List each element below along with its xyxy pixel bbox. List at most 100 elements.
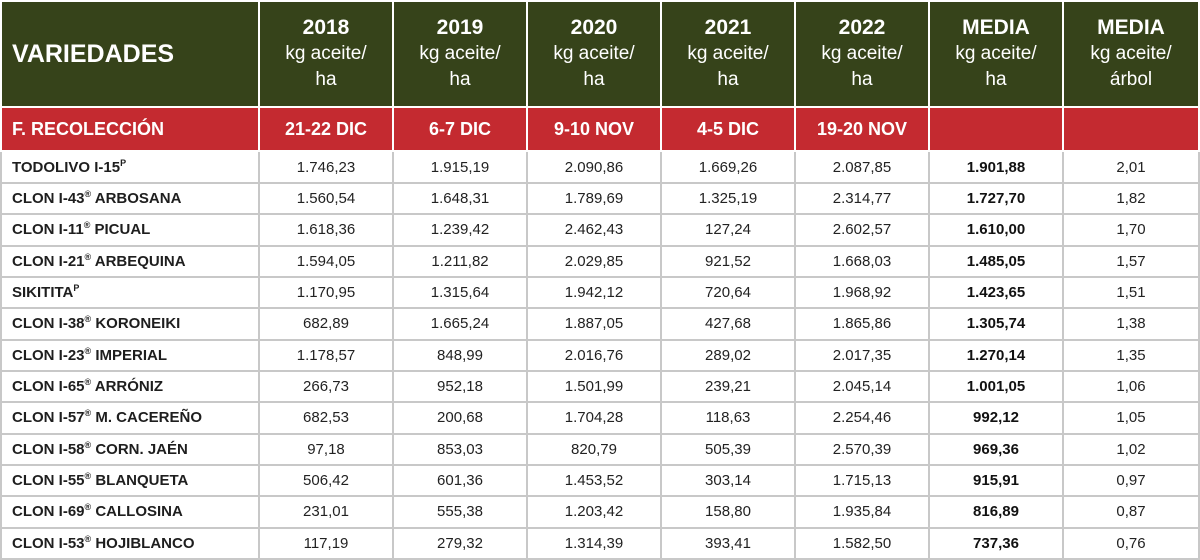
yield-cell: 1.170,95 [258, 275, 394, 310]
yield-cell: 118,63 [660, 401, 796, 435]
harvest-date-row: F. RECOLECCIÓN 21-22 DIC 6-7 DIC 9-10 NO… [0, 105, 1200, 153]
table-row: TODOLIVO I-15P 1.746,23 1.915,19 2.090,86 1.… [0, 150, 1200, 184]
yield-cell: 848,99 [392, 338, 528, 372]
yield-cell: 1.618,36 [258, 213, 394, 247]
registered-mark: ® [84, 533, 92, 544]
registered-mark: ® [84, 377, 92, 388]
yield-cell: 2.462,43 [526, 213, 662, 247]
yield-cell: 720,64 [660, 275, 796, 310]
yield-cell: 505,39 [660, 432, 796, 466]
variety-name: SIKITITA [12, 284, 74, 302]
variety-name: TODOLIVO I-15 [12, 158, 121, 176]
header-mean-title: MEDIA [1097, 16, 1165, 39]
header-year-2022: 2022 kg aceite/ ha [794, 0, 930, 108]
header-mean-per-ha: MEDIA kg aceite/ ha [928, 0, 1064, 108]
variety-cultivar: CORN. JAÉN [91, 440, 188, 458]
registered-mark: ® [83, 220, 91, 231]
mean-per-tree-cell: 1,70 [1062, 213, 1200, 247]
variety-cultivar: ARBEQUINA [91, 252, 186, 270]
yield-cell: 1.887,05 [526, 307, 662, 341]
header-year-2018: 2018 kg aceite/ ha [258, 0, 394, 108]
yield-cell: 952,18 [392, 369, 528, 404]
mean-per-tree-cell: 1,35 [1062, 338, 1200, 372]
header-unit-line2: ha [717, 69, 739, 90]
yield-cell: 1.915,19 [392, 150, 528, 184]
yield-cell: 2.570,39 [794, 432, 930, 466]
variety-name-cell: CLON I-21® ARBEQUINA [0, 244, 260, 278]
mean-per-tree-cell: 2,01 [1062, 150, 1200, 184]
registered-mark: ® [84, 251, 92, 262]
yield-cell: 1.560,54 [258, 181, 394, 216]
yield-cell: 1.942,12 [526, 275, 662, 310]
yield-cell: 1.501,99 [526, 369, 662, 404]
harvest-date: 21-22 DIC [258, 105, 394, 153]
yield-cell: 1.582,50 [794, 526, 930, 560]
variety-cultivar: PICUAL [90, 221, 151, 239]
mean-per-ha-cell: 816,89 [928, 495, 1064, 529]
variety-name: CLON I-23 [12, 346, 85, 364]
variety-name: CLON I-53 [12, 534, 85, 552]
mean-per-tree-cell: 0,87 [1062, 495, 1200, 529]
yield-cell: 239,21 [660, 369, 796, 404]
header-unit-line2: ha [851, 69, 873, 90]
header-unit-line1: kg aceite/ [419, 43, 501, 64]
mean-per-tree-cell: 1,38 [1062, 307, 1200, 341]
yield-cell: 2.029,85 [526, 244, 662, 278]
yield-cell: 2.602,57 [794, 213, 930, 247]
table-row: CLON I-23® IMPERIAL 1.178,57 848,99 2.016,7… [0, 338, 1200, 372]
yield-cell: 97,18 [258, 432, 394, 466]
mean-per-tree-cell: 0,97 [1062, 463, 1200, 498]
yield-cell: 427,68 [660, 307, 796, 341]
variety-cultivar: CALLOSINA [91, 503, 183, 521]
header-year-2021: 2021 kg aceite/ ha [660, 0, 796, 108]
registered-mark: ® [84, 502, 92, 513]
yield-cell: 1.789,69 [526, 181, 662, 216]
yield-cell: 393,41 [660, 526, 796, 560]
variety-cultivar: BLANQUETA [91, 472, 189, 490]
yield-cell: 506,42 [258, 463, 394, 498]
header-unit-line2: ha [583, 69, 605, 90]
mean-per-ha-cell: 1.610,00 [928, 213, 1064, 247]
variety-cultivar: M. CACEREÑO [91, 409, 202, 427]
yield-cell: 1.239,42 [392, 213, 528, 247]
header-year-label: 2019 [436, 16, 484, 39]
table-row: CLON I-11® PICUAL 1.618,36 1.239,42 2.462,4… [0, 213, 1200, 247]
header-year-label: 2018 [302, 16, 350, 39]
variety-cultivar: HOJIBLANCO [91, 534, 195, 552]
yield-cell: 1.968,92 [794, 275, 930, 310]
variety-name-cell: CLON I-11® PICUAL [0, 213, 260, 247]
header-unit-line1: kg aceite/ [687, 43, 769, 64]
header-row: VARIEDADES 2018 kg aceite/ ha 2019 kg ac… [0, 0, 1200, 108]
patent-mark: P [73, 283, 80, 294]
header-unit-line2: árbol [1109, 69, 1153, 90]
yield-cell: 1.746,23 [258, 150, 394, 184]
variety-name-cell: CLON I-58® CORN. JAÉN [0, 432, 260, 466]
harvest-date: 4-5 DIC [660, 105, 796, 153]
table-row: CLON I-69® CALLOSINA 231,01 555,38 1.203,42… [0, 495, 1200, 529]
harvest-date: 19-20 NOV [794, 105, 930, 153]
table-row: CLON I-43® ARBOSANA 1.560,54 1.648,31 1.789… [0, 181, 1200, 216]
variety-name: CLON I-43 [12, 190, 85, 207]
mean-per-tree-cell: 1,05 [1062, 401, 1200, 435]
yield-cell: 1.315,64 [392, 275, 528, 310]
table-row: CLON I-53® HOJIBLANCO 117,19 279,32 1.314,3… [0, 526, 1200, 560]
yield-cell: 921,52 [660, 244, 796, 278]
registered-mark: ® [84, 408, 92, 419]
mean-per-ha-cell: 1.305,74 [928, 307, 1064, 341]
registered-mark: ® [84, 345, 92, 356]
mean-per-ha-cell: 1.901,88 [928, 150, 1064, 184]
yield-cell: 127,24 [660, 213, 796, 247]
yield-cell: 820,79 [526, 432, 662, 466]
yield-cell: 2.016,76 [526, 338, 662, 372]
mean-per-tree-cell: 0,76 [1062, 526, 1200, 560]
harvest-label: F. RECOLECCIÓN [0, 105, 260, 153]
harvest-date [928, 105, 1064, 153]
variety-name-cell: CLON I-23® IMPERIAL [0, 338, 260, 372]
variety-name-cell: CLON I-57® M. CACEREÑO [0, 401, 260, 435]
yield-cell: 303,14 [660, 463, 796, 498]
variety-name: CLON I-57 [12, 409, 85, 427]
yield-cell: 1.211,82 [392, 244, 528, 278]
header-unit-line1: kg aceite/ [553, 43, 635, 64]
header-mean-per-tree: MEDIA kg aceite/ árbol [1062, 0, 1200, 108]
